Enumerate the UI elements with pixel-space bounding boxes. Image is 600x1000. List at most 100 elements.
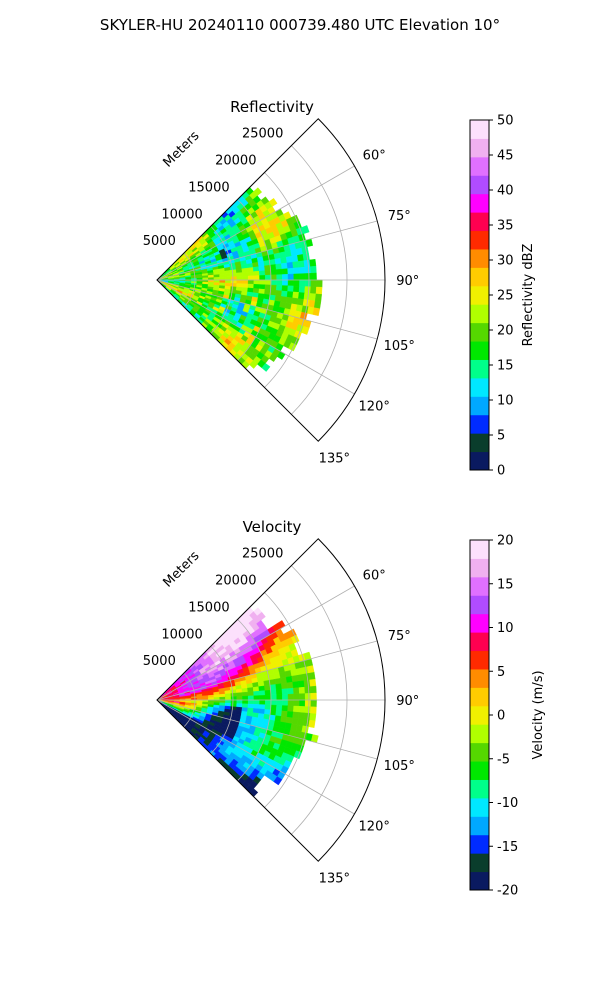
field-cell <box>241 703 249 709</box>
field-cell <box>270 689 277 696</box>
colorbar-segment <box>470 668 489 688</box>
velocity-colorbar: Velocity (m/s) -20 -15 -10 -5 0 5 10 15 20 <box>469 534 546 899</box>
azimuth-spoke <box>156 640 378 701</box>
field-cell <box>241 271 249 277</box>
colorbar-segment <box>470 613 489 633</box>
range-tick-label: 5000 <box>143 654 176 669</box>
field-cell <box>253 270 260 277</box>
colorbar-segment <box>470 377 489 397</box>
colorbar-tick-label: 30 <box>497 254 514 269</box>
radial-axis-label: Meters <box>161 548 203 590</box>
colorbar-segment <box>470 742 489 762</box>
field-cell <box>281 688 289 695</box>
azimuth-tick-label: 135° <box>319 451 350 466</box>
field-cell <box>230 692 237 698</box>
field-cell <box>264 689 272 696</box>
azimuth-spoke <box>156 699 355 815</box>
field-cell <box>275 688 283 696</box>
field-cell <box>259 699 266 705</box>
field-cell <box>282 699 289 706</box>
field-cell <box>304 266 312 274</box>
field-cell <box>308 719 316 728</box>
azimuth-tick-label: 120° <box>359 399 390 414</box>
field-cell <box>281 705 289 712</box>
field-cell <box>269 709 277 716</box>
field-cell <box>253 275 260 281</box>
reflectivity-panel: Reflectivity 5000 10000 15000 20000 25000 60°… <box>143 98 536 479</box>
field-cell <box>276 274 283 281</box>
field-cell <box>303 712 311 721</box>
field-cell <box>309 678 317 687</box>
field-cell <box>275 284 283 292</box>
field-cell <box>269 289 277 296</box>
field-cell <box>287 267 294 275</box>
field-cell <box>301 326 310 335</box>
field-cell <box>268 353 278 362</box>
range-tick-label: 20000 <box>215 574 256 589</box>
field-cell <box>310 692 317 701</box>
colorbar-segment <box>470 834 489 854</box>
colorbar-tick-label: 10 <box>497 394 514 409</box>
field-cell <box>236 276 243 281</box>
field-cell <box>293 693 300 701</box>
field-cell <box>247 271 255 277</box>
colorbar-label: Reflectivity dBZ <box>521 244 536 347</box>
field-cell <box>270 274 277 281</box>
field-cell <box>253 690 260 697</box>
field-cell <box>312 307 321 317</box>
field-cell <box>213 699 220 703</box>
field-cell <box>308 672 316 681</box>
colorbar-tick-label: -5 <box>497 752 510 767</box>
field-cell <box>281 262 288 270</box>
colorbar-tick-label: 10 <box>497 621 514 636</box>
field-cell <box>298 266 306 275</box>
field-cell <box>268 198 278 207</box>
field-cell <box>281 290 288 298</box>
field-cell <box>247 703 255 709</box>
colorbar-tick-label: 5 <box>497 429 505 444</box>
azimuth-tick-label: 105° <box>384 759 415 774</box>
colorbar-tick-label: -10 <box>497 796 518 811</box>
field-cell <box>253 283 260 290</box>
range-tick-label: 25000 <box>242 547 283 562</box>
field-cell <box>213 279 220 283</box>
field-cell <box>270 279 277 286</box>
reflectivity-panel-title: Reflectivity <box>230 98 314 116</box>
colorbar-tick-label: 25 <box>497 289 514 304</box>
colorbar-segment <box>470 576 489 596</box>
field-cell <box>310 699 317 708</box>
field-cell <box>242 699 249 705</box>
reflectivity-colorbar: Reflectivity dBZ 0 5 10 15 20 25 30 35 40 45 50 <box>469 114 536 479</box>
field-cell <box>304 699 312 707</box>
colorbar-segment <box>470 797 489 817</box>
field-cell <box>299 699 306 707</box>
colorbar-tick-label: 15 <box>497 577 514 592</box>
colorbar-segment <box>470 285 489 305</box>
sector-outline <box>156 538 386 862</box>
field-cell <box>236 699 243 704</box>
field-cell <box>264 279 272 286</box>
colorbar-segment <box>470 595 489 615</box>
field-cell <box>310 272 317 281</box>
field-cell <box>292 291 300 299</box>
field-cell <box>264 274 272 281</box>
colorbar-segment <box>470 304 489 324</box>
colorbar-segment <box>470 433 489 453</box>
field-cell <box>301 225 310 234</box>
field-cell <box>264 684 271 691</box>
field-cell <box>241 283 249 289</box>
velocity-panel-title: Velocity <box>243 518 302 536</box>
field-cell <box>247 687 254 693</box>
colorbar-segment <box>470 705 489 725</box>
field-cell <box>286 681 294 689</box>
field-cell <box>252 686 260 692</box>
field-cell <box>287 699 295 707</box>
field-cell <box>258 690 266 696</box>
field-cell <box>275 710 283 717</box>
field-cell <box>213 697 220 701</box>
field-cell <box>298 285 306 294</box>
field-cell <box>247 691 255 697</box>
colorbar-segment <box>470 853 489 873</box>
field-cell <box>298 686 306 695</box>
field-cell <box>310 279 317 288</box>
